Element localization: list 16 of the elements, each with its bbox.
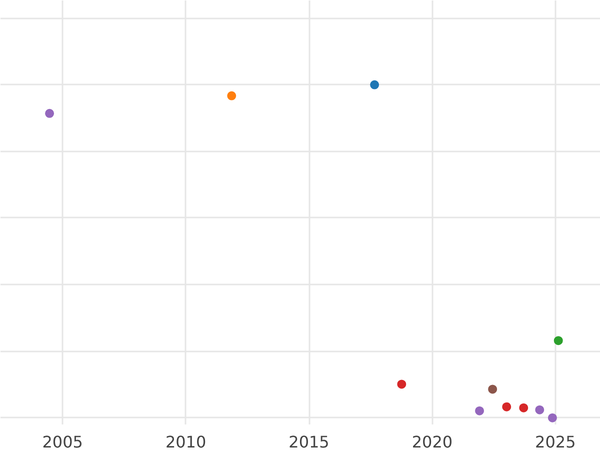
point — [554, 336, 563, 346]
point — [502, 402, 512, 412]
point — [370, 80, 380, 90]
point — [45, 108, 54, 118]
x-tick-label: 2025 — [535, 432, 576, 450]
point — [519, 403, 528, 412]
x-tick-label: 2005 — [42, 432, 83, 450]
point — [548, 413, 557, 422]
x-tick-label: 2010 — [165, 432, 206, 450]
x-tick-label: 2020 — [412, 432, 453, 450]
point — [475, 406, 484, 416]
x-tick-label: 2015 — [288, 432, 330, 450]
point — [535, 405, 544, 414]
point — [488, 384, 498, 394]
point — [397, 380, 406, 389]
point — [227, 91, 236, 100]
